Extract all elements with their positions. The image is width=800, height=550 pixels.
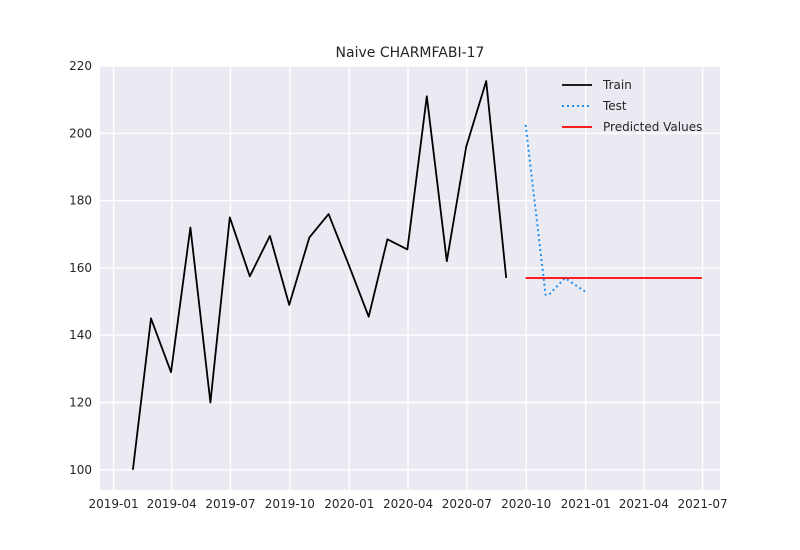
legend-label-train: Train [602,78,632,92]
x-tick-label: 2020-07 [442,497,492,511]
x-tick-label: 2021-01 [561,497,611,511]
x-tick-label: 2019-01 [88,497,138,511]
series-lines [132,80,702,470]
y-tick-label: 220 [69,59,92,73]
x-tick-label: 2020-04 [383,497,433,511]
x-tick-label: 2019-04 [147,497,197,511]
y-tick-label: 140 [69,328,92,342]
legend: Train Test Predicted Values [562,78,702,134]
y-tick-label: 100 [69,463,92,477]
x-tick-label: 2019-07 [205,497,255,511]
x-tick-label: 2020-01 [324,497,374,511]
test-series-line [524,124,586,296]
x-tick-label: 2021-04 [619,497,669,511]
x-tick-label: 2021-07 [677,497,727,511]
chart-title: Naive CHARMFABI-17 [336,45,485,61]
train-series-line [132,80,508,470]
y-tick-label: 180 [69,194,92,208]
x-tick-label: 2019-10 [265,497,315,511]
y-tick-label: 120 [69,396,92,410]
y-tick-label: 200 [69,126,92,140]
legend-label-test: Test [602,99,627,113]
y-tick-labels: 100 120 140 160 180 200 220 [69,59,92,477]
x-tick-labels: 2019-01 2019-04 2019-07 2019-10 2020-01 2020-… [88,497,727,511]
legend-label-predicted-values: Predicted Values [603,120,702,134]
y-tick-label: 160 [69,261,92,275]
x-tick-label: 2020-10 [501,497,551,511]
